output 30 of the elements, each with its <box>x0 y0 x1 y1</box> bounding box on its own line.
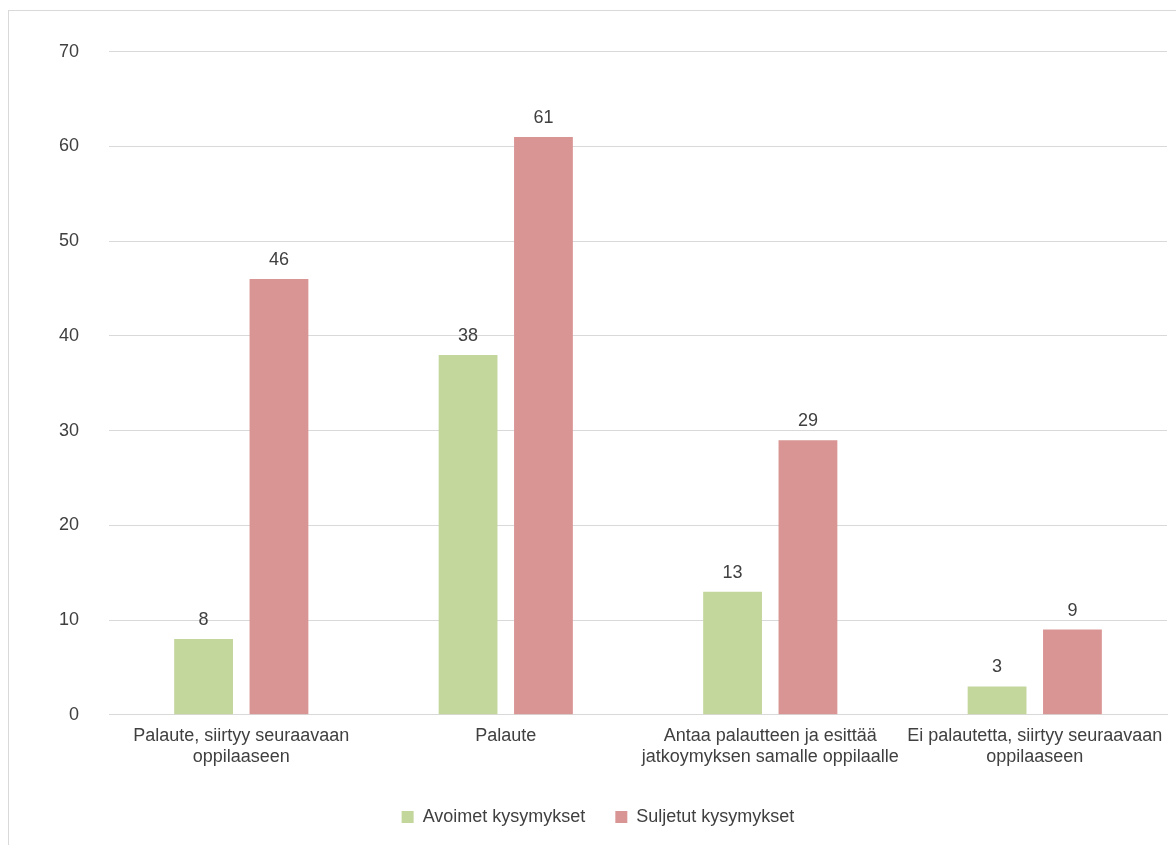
x-tick-label: Palaute <box>475 724 537 745</box>
y-tick-label: 40 <box>58 324 80 345</box>
data-label: 13 <box>722 561 743 582</box>
data-label: 9 <box>1067 599 1078 620</box>
data-label: 8 <box>198 609 209 629</box>
y-tick-label: 20 <box>58 514 80 535</box>
y-tick-label: 0 <box>69 703 80 724</box>
x-tick-label: Antaa palautteen ja esittää jatkoymyksen samalle oppilaalle <box>640 724 899 767</box>
x-tick-label: Ei palautetta, siirtyy seuraavaan oppilaaseen <box>907 724 1163 767</box>
bar <box>438 354 498 715</box>
legend-label: Avoimet kysymykset <box>422 805 586 826</box>
bar <box>514 137 573 715</box>
y-tick-label: 70 <box>58 40 80 61</box>
y-tick-label: 10 <box>58 609 80 630</box>
bar <box>778 440 838 715</box>
data-label: 38 <box>458 324 479 345</box>
y-tick-label: 50 <box>58 230 80 251</box>
x-tick-label: Palaute, siirtyy seuraavaan oppilaaseen <box>133 724 350 767</box>
y-tick-label: 30 <box>58 419 80 440</box>
y-tick-label: 60 <box>58 135 80 156</box>
bar <box>249 279 309 715</box>
data-label: 3 <box>992 656 1003 677</box>
bar <box>174 639 233 715</box>
bar <box>1043 629 1102 715</box>
data-label: 46 <box>268 249 289 270</box>
data-label: 61 <box>533 107 554 128</box>
data-label: 29 <box>797 410 818 431</box>
bar <box>703 591 762 715</box>
legend-label: Suljetut kysymykset <box>636 805 795 826</box>
bar <box>967 686 1027 715</box>
